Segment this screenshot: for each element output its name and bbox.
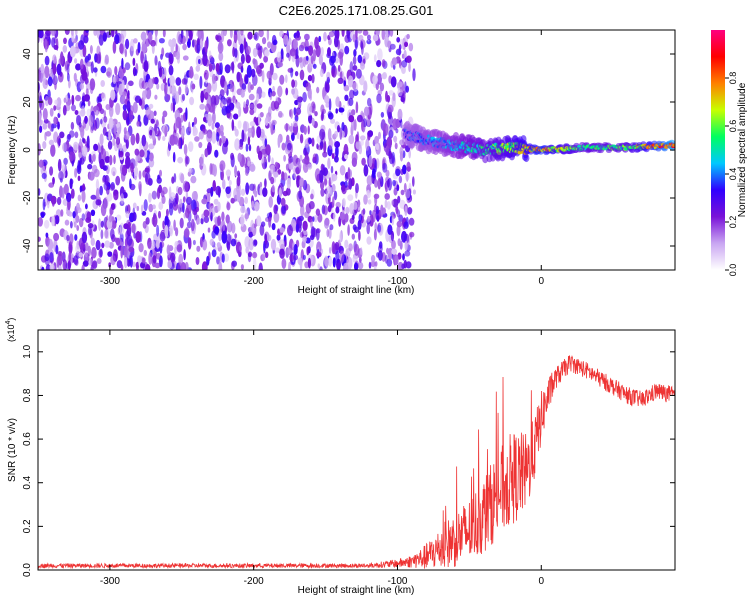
spectrogram-ylabel: Frequency (Hz): [7, 116, 18, 185]
ytick-label: 20: [22, 96, 33, 108]
ytick-label: 40: [22, 48, 33, 60]
svg-text:(x104): (x104): [5, 318, 16, 342]
ytick-label: 0.0: [22, 563, 33, 577]
xtick-label: -300: [100, 276, 120, 287]
ytick-label: 0.4: [22, 475, 33, 489]
ytick-label: -40: [22, 238, 33, 253]
xtick-label: -200: [244, 276, 264, 287]
snr-xlabel: Height of straight line (km): [298, 585, 415, 596]
colorbar-label: Normalized spectral amplitude: [737, 82, 748, 217]
ytick-label: 0.2: [22, 519, 33, 533]
colorbar-tick-label: 0.4: [728, 168, 738, 181]
snr-yscale-exp: 4: [5, 320, 12, 324]
snr-ylabel: SNR (10 * v/v): [7, 418, 18, 482]
colorbar: 0.0 0.2 0.4 0.6 0.8 Normalized spectral ampl…: [711, 30, 748, 276]
xtick-label: -200: [244, 576, 264, 587]
xtick-label: 0: [538, 276, 544, 287]
colorbar-ticks: 0.0 0.2 0.4 0.6 0.8: [725, 72, 738, 277]
colorbar-tick-label: 0.6: [728, 120, 738, 133]
snr-axes: -300 -200 -100 0 0.0 0.2 0.4 0.6 0.8 1.0: [22, 330, 675, 587]
ytick-label: -20: [22, 190, 33, 205]
colorbar-tick-label: 0.2: [728, 216, 738, 229]
snr-frame: [37, 329, 676, 571]
xtick-label: 0: [538, 576, 544, 587]
snr-yscale-note: (x104): [5, 318, 16, 342]
colorbar-gradient: [711, 30, 725, 270]
snr-yscale-label: (x10: [6, 324, 16, 342]
ytick-label: 0.6: [22, 432, 33, 446]
snr-series-line: [38, 355, 675, 570]
snr-panel: -300 -200 -100 0 0.0 0.2 0.4 0.6 0.8 1.0 Height o…: [5, 318, 676, 596]
colorbar-tick-label: 0.8: [728, 72, 738, 85]
ytick-label: 0.8: [22, 388, 33, 402]
ytick-label: 1.0: [22, 344, 33, 358]
snr-plot-area: [38, 355, 675, 570]
ytick-label: 0: [22, 147, 33, 153]
spectrogram-heatmap: [38, 30, 675, 270]
figure-title: C2E6.2025.171.08.25.G01: [279, 3, 434, 18]
xtick-label: -100: [387, 576, 407, 587]
xtick-label: -300: [100, 576, 120, 587]
colorbar-tick-label: 0.0: [728, 264, 738, 277]
xtick-label: -100: [387, 276, 407, 287]
spectrogram-xlabel: Height of straight line (km): [298, 285, 415, 296]
